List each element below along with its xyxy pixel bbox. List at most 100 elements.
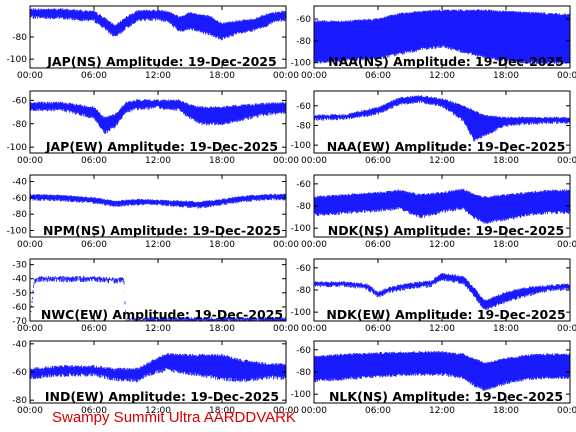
series-band-10 [314,351,570,391]
y-tick-label: -100 [291,224,312,234]
x-tick-label: 18:00 [209,156,235,166]
x-tick-label: 00:00 [557,324,576,334]
y-tick-label: -100 [291,59,312,69]
x-tick-label: 12:00 [145,240,171,250]
panel-title: NWC(EW) Amplitude: 19-Dec-2025 [41,307,283,322]
y-tick-label: -80 [296,368,311,378]
y-tick-label: -80 [296,37,311,47]
x-tick-label: 00:00 [273,324,299,334]
x-tick-label: 12:00 [145,71,171,81]
y-tick-label: -60 [296,102,311,112]
x-tick-label: 12:00 [429,324,455,334]
panel-6: -60-80-10000:0006:0012:0018:0000:00NDK(N… [291,174,576,250]
panel-2: -60-80-10000:0006:0012:0018:0000:00NAA(N… [291,5,576,81]
panel-title: JAP(EW) Amplitude: 19-Dec-2025 [45,139,278,154]
x-tick-label: 06:00 [365,406,391,416]
x-tick-label: 06:00 [81,240,107,250]
y-tick-label: -100 [291,308,312,318]
x-tick-label: 06:00 [365,156,391,166]
panel-4: -60-80-10000:0006:0012:0018:0000:00NAA(E… [291,90,576,166]
x-tick-label: 06:00 [365,324,391,334]
y-tick-label: -100 [7,143,28,153]
panel-title: JAP(NS) Amplitude: 19-Dec-2025 [46,54,276,69]
y-tick-label: -100 [291,141,312,151]
x-tick-label: 00:00 [557,406,576,416]
y-tick-label: -80 [12,33,27,43]
y-tick-label: -60 [12,96,27,106]
series-band-6 [314,188,570,224]
x-tick-label: 18:00 [493,406,519,416]
x-tick-label: 00:00 [17,406,43,416]
series-band-8 [314,273,570,311]
panel-title: NAA(NS) Amplitude: 19-Dec-2025 [328,54,564,69]
x-tick-label: 18:00 [209,240,235,250]
panel-title: NLK(NS) Amplitude: 19-Dec-2025 [329,389,563,404]
panel-title: NDK(NS) Amplitude: 19-Dec-2025 [328,223,564,238]
x-tick-label: 00:00 [273,71,299,81]
y-tick-label: -40 [12,340,27,350]
x-tick-label: 00:00 [301,240,327,250]
x-tick-label: 00:00 [17,71,43,81]
x-tick-label: 06:00 [81,156,107,166]
y-tick-label: -60 [296,15,311,25]
x-tick-label: 12:00 [429,71,455,81]
series-band-3 [30,99,286,134]
y-tick-label: -100 [7,226,28,236]
x-tick-label: 12:00 [429,240,455,250]
y-tick-label: -50 [12,289,27,299]
y-tick-label: -100 [7,55,28,65]
x-tick-label: 00:00 [273,406,299,416]
x-tick-label: 12:00 [145,156,171,166]
y-tick-label: -60 [296,180,311,190]
station-footer: Swampy Summit Ultra AARDDVARK [52,409,296,426]
x-tick-label: 12:00 [145,406,171,416]
x-tick-label: 06:00 [365,71,391,81]
x-tick-label: 12:00 [145,324,171,334]
panel-10: -60-80-10000:0006:0012:0018:0000:00NLK(N… [291,340,576,416]
y-tick-label: -60 [12,194,27,204]
y-tick-label: -30 [12,261,27,271]
y-tick-label: -60 [296,346,311,356]
series-band-1 [30,8,286,41]
x-tick-label: 00:00 [273,240,299,250]
y-tick-label: -70 [12,317,27,327]
y-tick-label: -60 [296,264,311,274]
y-tick-label: -40 [12,275,27,285]
y-tick-label: -80 [296,286,311,296]
series-band-5 [30,193,286,209]
panel-title: IND(EW) Amplitude: 19-Dec-2025 [45,389,279,404]
x-tick-label: 00:00 [273,156,299,166]
x-tick-label: 00:00 [17,240,43,250]
x-tick-label: 18:00 [209,324,235,334]
x-tick-label: 12:00 [429,156,455,166]
y-tick-label: -40 [12,178,27,188]
x-tick-label: 00:00 [17,324,43,334]
y-tick-label: -80 [296,202,311,212]
y-tick-label: -60 [12,303,27,313]
x-tick-label: 12:00 [429,406,455,416]
x-tick-label: 18:00 [493,324,519,334]
x-tick-label: 18:00 [493,240,519,250]
series-band-9 [30,353,286,383]
y-tick-label: -80 [12,210,27,220]
x-tick-label: 06:00 [81,324,107,334]
panel-title: NDK(EW) Amplitude: 19-Dec-2025 [326,307,565,322]
x-tick-label: 00:00 [557,156,576,166]
x-tick-label: 00:00 [301,156,327,166]
x-tick-label: 00:00 [301,71,327,81]
panel-title: NAA(EW) Amplitude: 19-Dec-2025 [327,139,566,154]
x-tick-label: 18:00 [493,156,519,166]
x-tick-label: 06:00 [81,71,107,81]
x-tick-label: 00:00 [17,156,43,166]
x-tick-label: 06:00 [81,406,107,416]
x-tick-label: 00:00 [301,324,327,334]
panel-title: NPM(NS) Amplitude: 19-Dec-2025 [43,223,281,238]
x-tick-label: 00:00 [557,240,576,250]
y-tick-label: -100 [291,390,312,400]
x-tick-label: 00:00 [301,406,327,416]
